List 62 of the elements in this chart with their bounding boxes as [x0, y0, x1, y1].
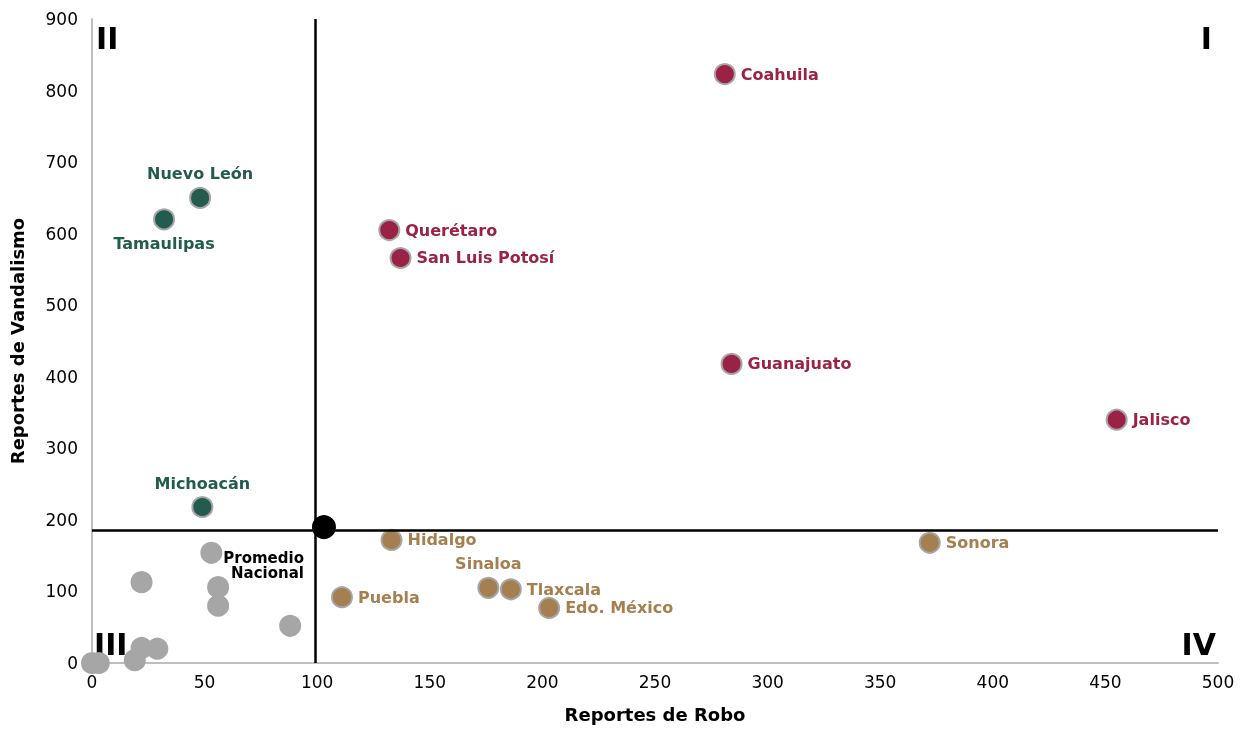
x-tick-label: 50 — [193, 671, 216, 692]
y-tick-label: 500 — [45, 295, 78, 316]
annotation: III — [94, 626, 128, 662]
y-tick-label: 600 — [45, 223, 78, 244]
y-tick-label: 200 — [45, 509, 78, 530]
point — [918, 531, 941, 554]
y-tick-label: 0 — [67, 653, 78, 673]
data-label: Guanajuato — [747, 354, 852, 374]
point — [207, 576, 230, 599]
point — [538, 596, 561, 619]
x-tick-label: 200 — [526, 671, 559, 692]
point — [279, 614, 302, 637]
data-label: Hidalgo — [407, 530, 477, 550]
data-label: San Luis Potosí — [416, 248, 556, 268]
point — [330, 586, 353, 609]
data-label: Jalisco — [1131, 410, 1191, 430]
data-label: Coahuila — [740, 64, 819, 84]
point — [130, 571, 153, 594]
data-label: Sonora — [945, 533, 1010, 553]
point — [713, 63, 736, 86]
point — [207, 594, 230, 617]
y-tick-label: 700 — [45, 152, 78, 173]
point — [1105, 408, 1128, 431]
x-tick-label: 450 — [1089, 671, 1122, 692]
data-label: Sinaloa — [455, 554, 522, 574]
point — [477, 576, 500, 599]
data-label: Nuevo León — [147, 164, 254, 184]
y-tick-label: 900 — [45, 9, 78, 29]
y-tick-label: 300 — [45, 438, 78, 459]
point — [499, 578, 522, 601]
x-tick-label: 150 — [413, 671, 447, 692]
x-tick-label: 350 — [863, 671, 897, 692]
point — [311, 515, 336, 540]
x-axis-title: Reportes de Robo — [564, 703, 746, 725]
point — [720, 352, 743, 375]
data-label: Promedio Nacional — [223, 548, 304, 582]
point — [191, 496, 214, 518]
data-label: Edo. México — [565, 598, 674, 618]
point — [389, 247, 412, 269]
x-tick-label: 300 — [751, 671, 784, 692]
y-tick-label: 400 — [45, 366, 78, 387]
y-tick-label: 100 — [45, 581, 78, 602]
y-tick-label: 800 — [45, 80, 78, 101]
point — [153, 208, 176, 231]
annotation: II — [96, 20, 119, 56]
y-axis-title: Reportes de Vandalismo — [6, 217, 28, 465]
data-label: Puebla — [357, 587, 420, 607]
annotation: IV — [1181, 626, 1217, 662]
point — [189, 186, 212, 209]
data-label: Tlaxcala — [526, 579, 601, 599]
x-tick-label: 100 — [300, 671, 334, 692]
point — [378, 219, 401, 242]
point — [123, 649, 146, 672]
point — [200, 541, 223, 564]
x-tick-label: 500 — [1201, 671, 1235, 692]
data-label: Querétaro — [405, 220, 498, 240]
annotation: I — [1200, 20, 1213, 56]
x-tick-label: 400 — [976, 671, 1010, 692]
x-tick-label: 250 — [638, 671, 672, 692]
data-label: Tamaulipas — [113, 233, 215, 253]
data-label: Michoacán — [154, 473, 251, 493]
x-tick-label: 0 — [86, 671, 98, 692]
